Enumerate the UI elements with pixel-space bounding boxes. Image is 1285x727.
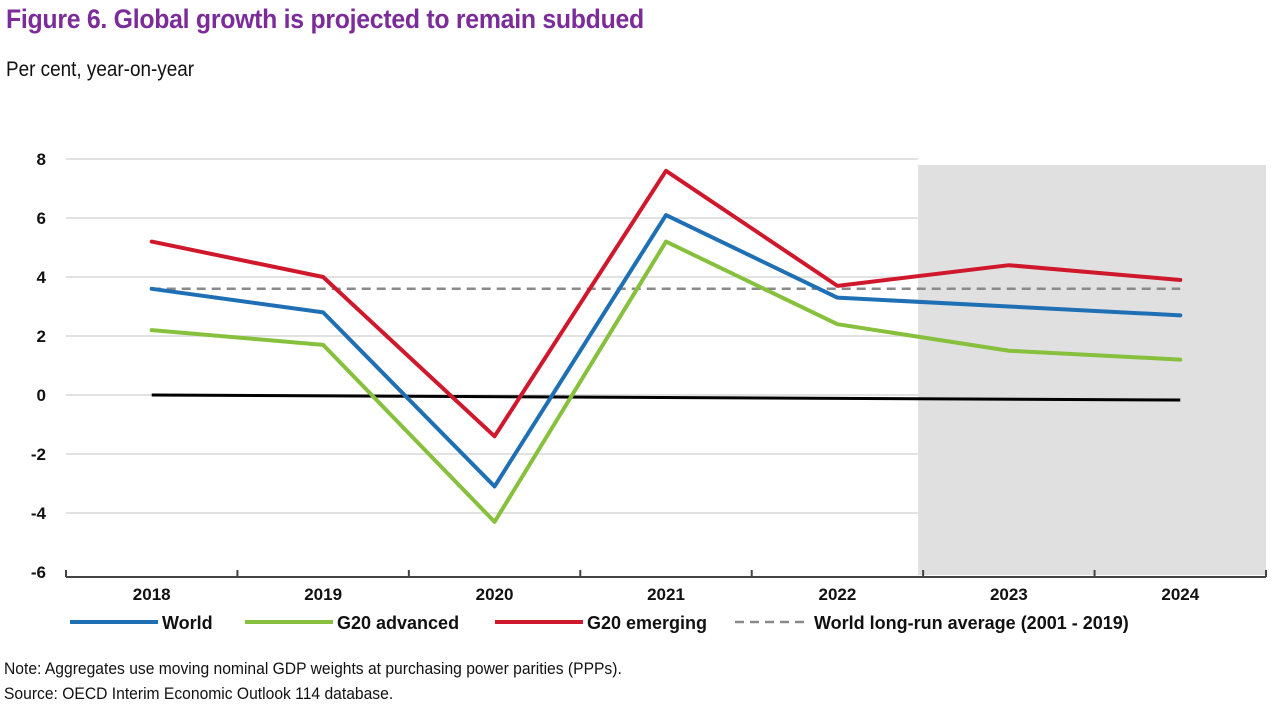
footnote-note: Note: Aggregates use moving nominal GDP … <box>4 659 622 678</box>
y-tick-label: 6 <box>37 209 46 228</box>
legend-label: World <box>162 613 213 633</box>
y-tick-label: 8 <box>37 150 46 169</box>
projection-shading <box>918 165 1266 575</box>
legend-label: G20 emerging <box>587 613 707 633</box>
footnote-source: Source: OECD Interim Economic Outlook 11… <box>4 684 394 703</box>
chart-title: Figure 6. Global growth is projected to … <box>6 4 644 34</box>
x-tick-label: 2024 <box>1161 585 1199 604</box>
y-tick-label: 4 <box>37 268 47 287</box>
y-tick-label: -2 <box>31 445 46 464</box>
x-tick-label: 2018 <box>133 585 171 604</box>
x-tick-label: 2020 <box>476 585 514 604</box>
legend-label: World long-run average (2001 - 2019) <box>814 613 1129 633</box>
y-tick-label: -4 <box>31 504 47 523</box>
x-tick-label: 2023 <box>990 585 1028 604</box>
zero-line <box>151 393 1181 402</box>
y-tick-label: 0 <box>37 386 46 405</box>
legend-label: G20 advanced <box>337 613 459 633</box>
y-tick-label: -6 <box>31 563 46 582</box>
x-tick-label: 2021 <box>647 585 685 604</box>
y-tick-label: 2 <box>37 327 46 346</box>
x-tick-label: 2019 <box>304 585 342 604</box>
chart-subtitle: Per cent, year-on-year <box>6 58 195 81</box>
x-tick-label: 2022 <box>819 585 857 604</box>
